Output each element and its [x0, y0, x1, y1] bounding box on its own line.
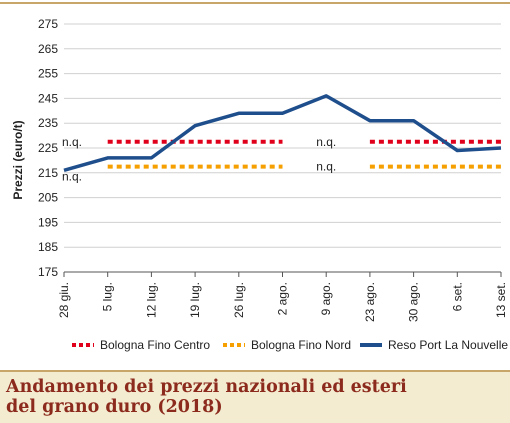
x-tick-label: 19 lug.	[188, 282, 202, 318]
caption-title-line-1: Andamento dei prezzi nazionali ed esteri	[6, 377, 407, 397]
x-tick-label: 6 set.	[450, 282, 464, 311]
x-tick-labels: 28 giu. 5 lug. 12 lug. 19 lug. 26 lug. 2 ago.…	[57, 282, 508, 322]
figure-caption: Andamento dei prezzi nazionali ed esteri…	[0, 370, 510, 423]
price-chart: 175 185 195 205 215 225 235 245 255 265 275 Prezzi…	[11, 17, 508, 352]
legend-item: Bologna Fino Centro	[72, 338, 210, 352]
y-tick-label: 225	[38, 141, 58, 155]
top-border	[0, 2, 510, 4]
grid	[64, 23, 501, 248]
x-tick-label: 2 ago.	[276, 282, 290, 315]
x-tick-label: 26 lug.	[232, 282, 246, 318]
y-axis-label: Prezzi (euro/t)	[11, 120, 25, 199]
legend-label: Bologna Fino Nord	[251, 338, 351, 352]
y-tick-label: 245	[38, 91, 58, 105]
x-tick-label: 13 set.	[494, 282, 508, 318]
y-tick-label: 275	[38, 17, 58, 31]
legend-label: Bologna Fino Centro	[100, 338, 210, 352]
legend-item: Bologna Fino Nord	[223, 338, 351, 352]
nq-label: n.q.	[316, 160, 336, 174]
legend-label: Reso Port La Nouvelle	[388, 338, 508, 352]
caption-title-line-2: del grano duro (2018)	[6, 397, 223, 417]
x-tick-label: 23 ago.	[363, 282, 377, 322]
legend: Bologna Fino Centro Bologna Fino Nord Reso…	[72, 338, 508, 352]
x-tick-label: 30 ago.	[407, 282, 421, 322]
y-tick-label: 195	[38, 215, 58, 229]
y-tick-label: 175	[38, 265, 58, 279]
y-tick-label: 185	[38, 240, 58, 254]
x-tick-label: 9 ago.	[319, 282, 333, 315]
series-line	[63, 94, 502, 172]
y-tick-label: 255	[38, 67, 58, 81]
x-tick-label: 28 giu.	[57, 282, 71, 318]
y-tick-label: 205	[38, 191, 58, 205]
nq-label: n.q.	[62, 135, 82, 149]
y-tick-labels: 175 185 195 205 215 225 235 245 255 265 275	[38, 17, 58, 279]
nq-label: n.q.	[316, 135, 336, 149]
x-tick-label: 5 lug.	[101, 282, 115, 311]
y-tick-label: 215	[38, 166, 58, 180]
y-tick-label: 265	[38, 42, 58, 56]
nq-label: n.q.	[62, 170, 82, 184]
x-tick-label: 12 lug.	[144, 282, 158, 318]
nq-annotations: n.q. n.q. n.q. n.q.	[62, 135, 336, 184]
x-axis	[63, 271, 502, 277]
series	[63, 94, 502, 172]
y-tick-label: 235	[38, 116, 58, 130]
legend-item: Reso Port La Nouvelle	[360, 338, 508, 352]
